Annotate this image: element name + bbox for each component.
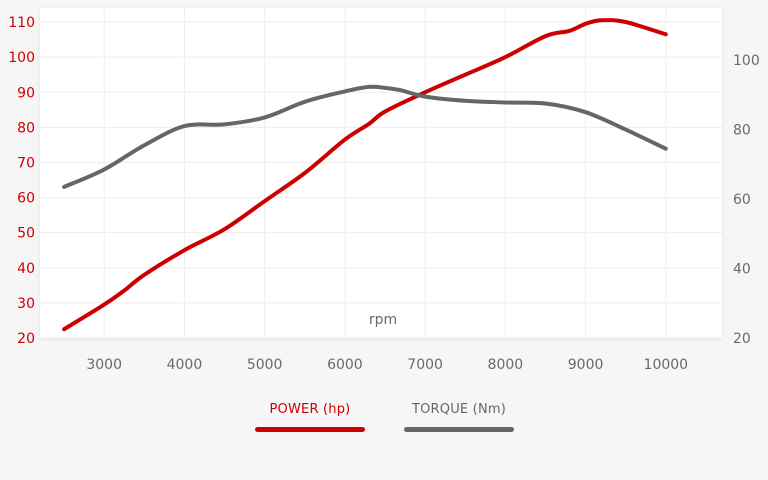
legend-label-power: POWER (hp) (269, 402, 351, 417)
left-axis-tick-label: 40 (17, 261, 35, 277)
left-axis-tick-label: 80 (17, 120, 35, 136)
torque-line (62, 84, 668, 189)
left-axis-tick-label: 90 (17, 85, 35, 101)
x-axis-tick-label: 6000 (327, 357, 363, 373)
left-axis-tick-label: 30 (17, 296, 35, 312)
left-axis-tick-label: 100 (8, 50, 35, 66)
x-axis-ticks: 3000 4000 5000 6000 7000 8000 9000 10000 (86, 357, 688, 373)
x-axis-tick-label: 9000 (568, 357, 604, 373)
x-axis-tick-label: 8000 (488, 357, 524, 373)
legend: POWER (hp) TORQUE (Nm) (0, 402, 768, 442)
right-axis-tick-label: 20 (733, 331, 751, 347)
legend-swatch-torque (404, 427, 514, 432)
legend-item-torque[interactable]: TORQUE (Nm) (404, 402, 514, 432)
plot-background (40, 8, 722, 338)
right-axis-ticks: 20 40 60 80 100 (733, 53, 760, 347)
right-axis-tick-label: 60 (733, 192, 751, 208)
power-line (62, 18, 668, 332)
grid (40, 8, 722, 339)
x-axis-label: rpm (369, 312, 397, 328)
left-axis-tick-label: 60 (17, 191, 35, 207)
x-axis-tick-label: 4000 (167, 357, 203, 373)
x-axis-tick-label: 7000 (407, 357, 443, 373)
left-axis-tick-label: 70 (17, 155, 35, 171)
legend-swatch-power (255, 427, 365, 432)
legend-label-torque: TORQUE (Nm) (411, 402, 507, 417)
left-axis-tick-label: 110 (8, 15, 35, 31)
right-axis-tick-label: 80 (733, 123, 751, 139)
right-axis-tick-label: 40 (733, 262, 751, 278)
legend-item-power[interactable]: POWER (hp) (255, 402, 365, 432)
left-axis-tick-label: 20 (17, 331, 35, 347)
x-axis-tick-label: 10000 (644, 357, 689, 373)
x-axis-tick-label: 5000 (247, 357, 283, 373)
left-axis-tick-label: 50 (17, 226, 35, 242)
x-axis-tick-label: 3000 (86, 357, 122, 373)
right-axis-tick-label: 100 (733, 53, 760, 69)
series-lines (62, 18, 668, 332)
left-axis-ticks: 20 30 40 50 60 70 80 90 100 110 (8, 15, 35, 347)
